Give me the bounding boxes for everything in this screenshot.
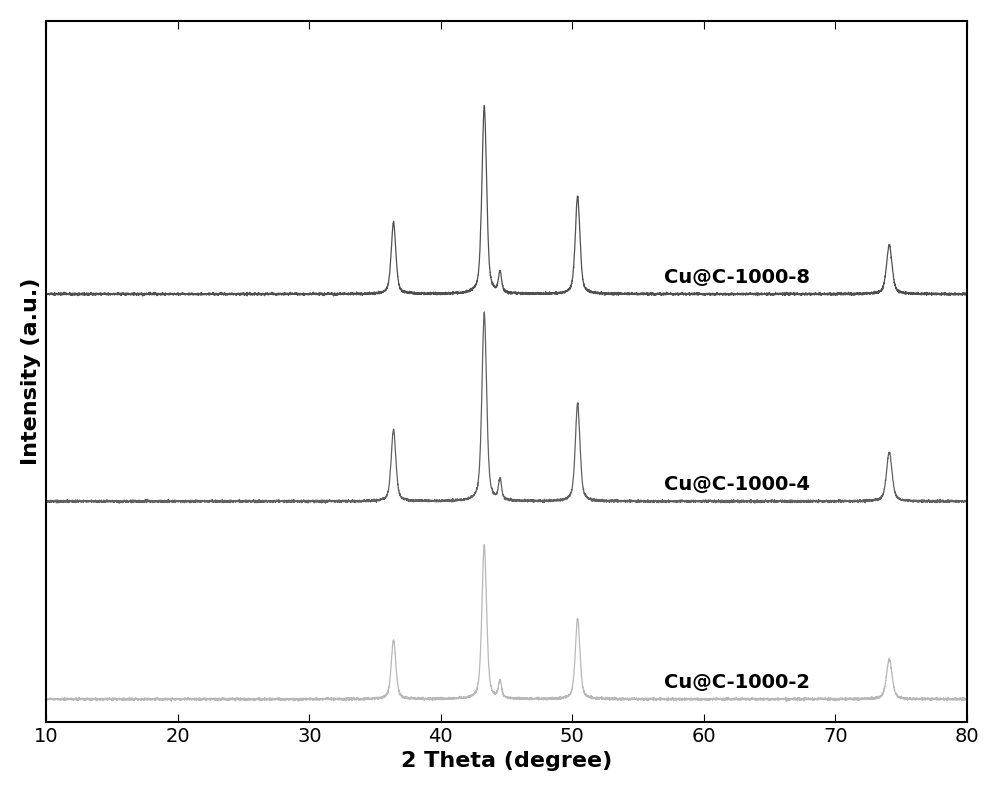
- X-axis label: 2 Theta (degree): 2 Theta (degree): [401, 751, 612, 771]
- Text: Cu@C-1000-8: Cu@C-1000-8: [664, 268, 810, 287]
- Y-axis label: Intensity (a.u.): Intensity (a.u.): [21, 278, 41, 465]
- Text: Cu@C-1000-4: Cu@C-1000-4: [664, 475, 810, 494]
- Text: Cu@C-1000-2: Cu@C-1000-2: [664, 673, 810, 692]
